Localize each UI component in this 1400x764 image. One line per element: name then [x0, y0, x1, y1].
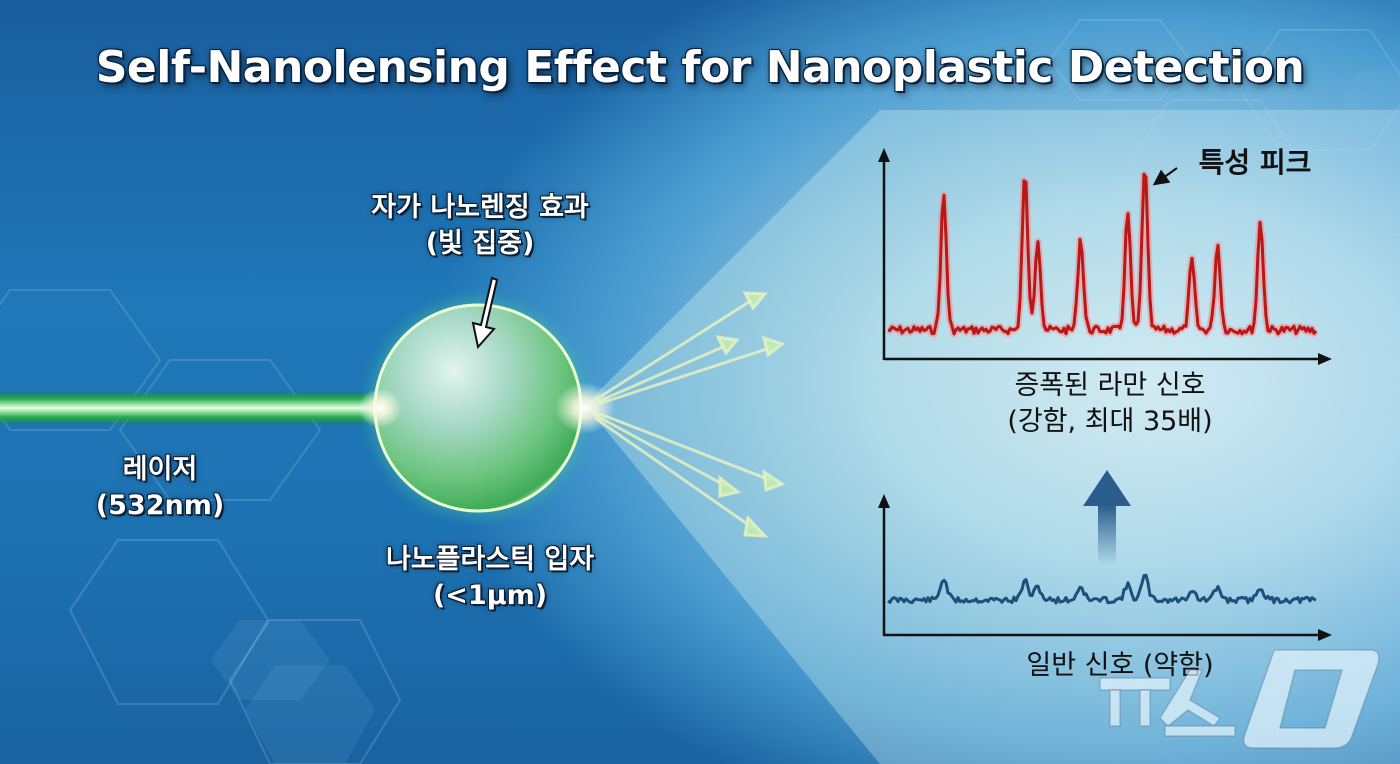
- lensing-effect-title: 자가 나노렌징 효과: [371, 192, 589, 223]
- lensing-pointer-arrow-icon: [471, 276, 499, 350]
- laser-wavelength: (532nm): [95, 490, 225, 521]
- laser-beam: [0, 390, 390, 426]
- normal-signal-title: 일반 신호 (약함): [1026, 650, 1214, 681]
- lensing-effect-subtitle: (빛 집중): [425, 228, 535, 259]
- entry-flare: [358, 388, 402, 428]
- diagram-title: Self-Nanolensing Effect for Nanoplastic …: [95, 42, 1305, 93]
- amplified-chart: [878, 148, 1332, 365]
- scattered-light-rays: [594, 291, 786, 538]
- laser-title: 레이저: [122, 454, 198, 485]
- enhancement-up-arrow-icon: [1083, 470, 1131, 565]
- normal-chart: [878, 494, 1332, 641]
- normal-signal-label: 일반 신호 (약함): [990, 648, 1250, 684]
- lensing-effect-label: 자가 나노렌징 효과 (빛 집중): [330, 190, 630, 262]
- laser-label: 레이저 (532nm): [60, 452, 260, 524]
- particle-label: 나노플라스틱 입자 (<1μm): [330, 542, 650, 614]
- amplified-signal-subtitle: (강함, 최대 35배): [1007, 406, 1213, 437]
- particle-size: (<1μm): [432, 580, 548, 611]
- amplified-signal-title: 증폭된 라만 신호: [1014, 370, 1206, 401]
- particle-title: 나노플라스틱 입자: [385, 544, 595, 575]
- news1-watermark-logo: [1099, 649, 1380, 749]
- amplified-signal-label: 증폭된 라만 신호 (강함, 최대 35배): [950, 368, 1270, 440]
- characteristic-peak-label: 특성 피크: [1198, 146, 1312, 179]
